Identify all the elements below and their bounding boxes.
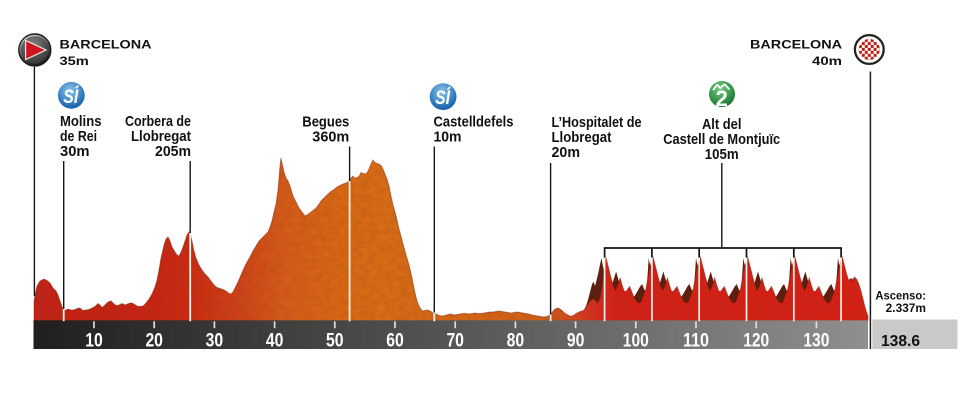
svg-text:Llobregat: Llobregat	[552, 130, 612, 146]
svg-text:130: 130	[803, 330, 829, 351]
svg-text:360m: 360m	[312, 129, 349, 145]
svg-text:L’Hospitalet de: L’Hospitalet de	[552, 115, 642, 131]
svg-text:100: 100	[623, 330, 649, 351]
svg-text:138.6: 138.6	[881, 333, 920, 350]
svg-text:10: 10	[85, 330, 103, 351]
svg-text:Begues: Begues	[302, 114, 349, 130]
svg-text:20m: 20m	[552, 145, 581, 161]
svg-text:40m: 40m	[812, 54, 842, 68]
svg-text:Alt del: Alt del	[702, 117, 741, 133]
svg-text:BARCELONA: BARCELONA	[60, 37, 152, 51]
svg-text:70: 70	[446, 330, 464, 351]
svg-text:Molins: Molins	[60, 114, 102, 130]
svg-text:90: 90	[567, 330, 585, 351]
svg-text:Ascenso:: Ascenso:	[875, 288, 926, 302]
svg-text:BARCELONA: BARCELONA	[750, 37, 842, 51]
svg-text:Castelldefels: Castelldefels	[434, 114, 514, 130]
svg-text:de Rei: de Rei	[60, 129, 97, 145]
svg-text:30: 30	[206, 330, 224, 351]
svg-text:80: 80	[507, 330, 525, 351]
svg-text:40: 40	[266, 330, 284, 351]
svg-text:Castell de Montjuïc: Castell de Montjuïc	[663, 132, 780, 148]
svg-text:60: 60	[386, 330, 404, 351]
svg-text:SI: SI	[435, 88, 451, 109]
svg-text:50: 50	[326, 330, 344, 351]
svg-text:Corbera de: Corbera de	[125, 114, 191, 130]
svg-text:105m: 105m	[705, 147, 739, 163]
svg-text:110: 110	[683, 330, 709, 351]
svg-text:Llobregat: Llobregat	[131, 129, 191, 145]
svg-text:30m: 30m	[60, 144, 90, 160]
svg-text:2: 2	[716, 86, 728, 111]
svg-text:2.337m: 2.337m	[886, 301, 926, 315]
svg-text:120: 120	[743, 330, 769, 351]
svg-text:20: 20	[145, 330, 163, 351]
svg-text:10m: 10m	[434, 129, 462, 145]
svg-text:205m: 205m	[155, 144, 191, 160]
svg-text:SI: SI	[63, 87, 79, 108]
svg-text:35m: 35m	[60, 54, 89, 68]
